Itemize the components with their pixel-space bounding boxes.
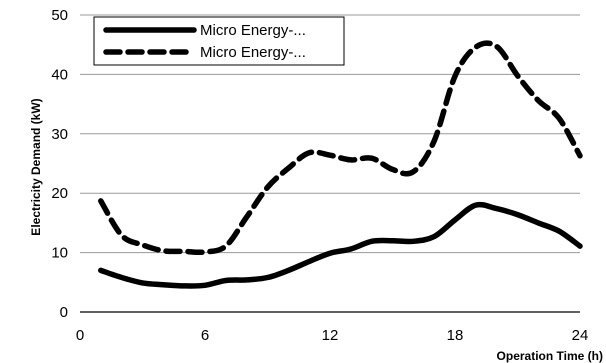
- x-axis-title: Operation Time (h): [497, 349, 603, 363]
- y-tick-label: 10: [51, 245, 68, 262]
- y-tick-label: 30: [51, 126, 68, 143]
- y-tick-label: 0: [60, 304, 68, 321]
- x-tick-labels: 0 6 12 18 24: [76, 327, 589, 344]
- y-tick-label: 40: [51, 66, 68, 83]
- series-line-dashed: [98, 40, 583, 256]
- y-tick-labels: 0 10 20 30 40 50: [51, 7, 68, 321]
- y-axis-title: Electricity Demand (kW): [29, 98, 43, 235]
- gridlines: [80, 14, 580, 254]
- x-tick-label: 24: [572, 327, 589, 344]
- legend-box: [93, 16, 345, 66]
- y-tick-label: 20: [51, 185, 68, 202]
- legend: Micro Energy-... Micro Energy-...: [93, 16, 345, 66]
- series-line-solid: [98, 201, 583, 289]
- legend-label-dashed: Micro Energy-...: [200, 44, 306, 61]
- x-tick-label: 18: [447, 327, 464, 344]
- y-tick-label: 50: [51, 7, 68, 24]
- x-tick-label: 6: [201, 327, 209, 344]
- legend-label-solid: Micro Energy-...: [200, 22, 306, 39]
- series-lines: [98, 40, 583, 289]
- x-tick-label: 12: [322, 327, 339, 344]
- x-tick-label: 0: [76, 327, 84, 344]
